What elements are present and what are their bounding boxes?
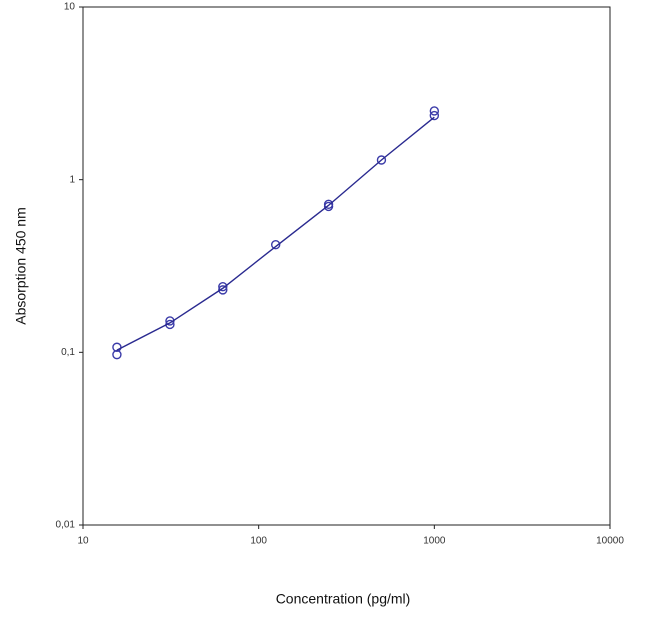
x-tick-label: 10000 [596, 536, 624, 547]
y-tick-label: 0,1 [61, 347, 75, 358]
data-point [323, 201, 334, 212]
data-point [429, 110, 440, 121]
x-axis-title: Concentration (pg/ml) [276, 591, 411, 607]
data-point [218, 281, 228, 292]
data-point [429, 106, 440, 116]
data-point [218, 285, 228, 295]
y-tick-label: 10 [64, 2, 76, 13]
x-tick-label: 1000 [423, 536, 446, 547]
fit-line [116, 116, 435, 351]
data-point [270, 240, 281, 250]
y-tick-label: 1 [69, 174, 75, 185]
data-point [376, 155, 387, 165]
y-axis-title: Absorption 450 nm [13, 207, 29, 325]
plot-frame [82, 6, 611, 526]
x-tick-label: 100 [250, 536, 267, 547]
data-point [112, 349, 122, 360]
x-tick-label: 10 [77, 536, 89, 547]
y-tick-label: 0,01 [56, 520, 76, 531]
